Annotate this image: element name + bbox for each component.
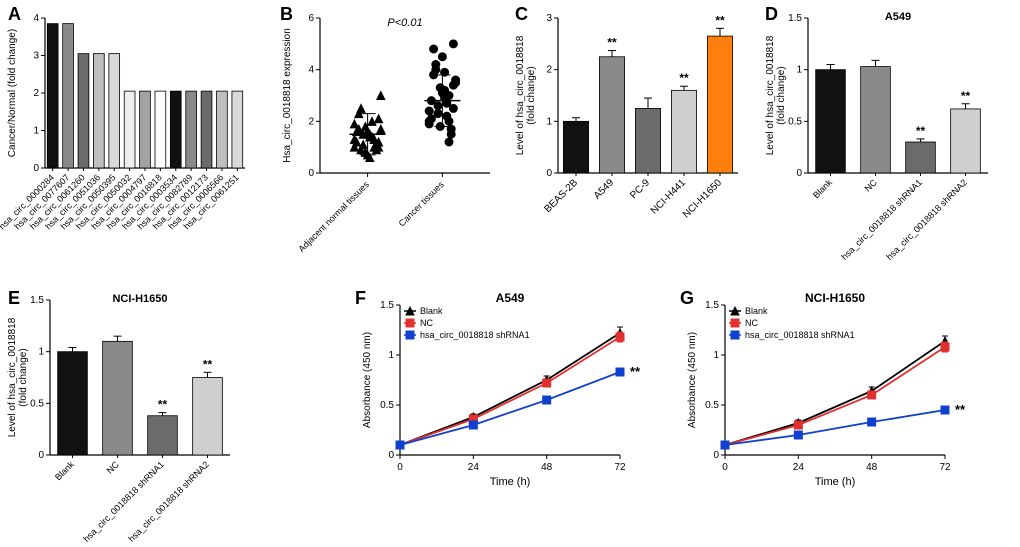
svg-text:BEAS-2B: BEAS-2B bbox=[542, 177, 580, 215]
svg-text:1: 1 bbox=[546, 116, 552, 127]
svg-text:0: 0 bbox=[33, 163, 39, 174]
svg-text:0: 0 bbox=[713, 450, 719, 461]
svg-text:hsa_circ_0018818 shRNA2: hsa_circ_0018818 shRNA2 bbox=[884, 177, 969, 262]
svg-text:B: B bbox=[280, 4, 293, 24]
svg-text:hsa_circ_0018818 shRNA1: hsa_circ_0018818 shRNA1 bbox=[81, 459, 166, 544]
svg-text:1: 1 bbox=[38, 347, 44, 358]
svg-text:NCI-H1650: NCI-H1650 bbox=[112, 293, 167, 305]
svg-text:0.5: 0.5 bbox=[380, 400, 394, 411]
svg-text:Blank: Blank bbox=[420, 306, 443, 316]
svg-text:0: 0 bbox=[722, 462, 728, 473]
svg-text:0: 0 bbox=[546, 168, 552, 179]
svg-text:2: 2 bbox=[308, 116, 314, 127]
svg-text:PC-9: PC-9 bbox=[628, 177, 652, 201]
svg-text:**: ** bbox=[630, 364, 641, 379]
svg-text:1.5: 1.5 bbox=[30, 295, 44, 306]
svg-text:24: 24 bbox=[468, 462, 480, 473]
svg-text:0: 0 bbox=[308, 168, 314, 179]
svg-text:**: ** bbox=[961, 89, 971, 103]
svg-text:**: ** bbox=[679, 71, 689, 85]
svg-text:72: 72 bbox=[614, 462, 626, 473]
svg-text:E: E bbox=[8, 288, 20, 308]
svg-text:A549: A549 bbox=[592, 177, 617, 202]
svg-text:**: ** bbox=[715, 13, 725, 27]
svg-text:Level of hsa_circ_0018818(fold: Level of hsa_circ_0018818(fold change) bbox=[7, 317, 29, 437]
svg-text:NC: NC bbox=[420, 318, 433, 328]
svg-text:0: 0 bbox=[38, 450, 44, 461]
svg-text:6: 6 bbox=[308, 13, 314, 24]
svg-text:24: 24 bbox=[793, 462, 805, 473]
svg-text:0: 0 bbox=[397, 462, 403, 473]
svg-text:3: 3 bbox=[33, 51, 39, 62]
svg-text:1.5: 1.5 bbox=[705, 300, 719, 311]
svg-text:Blank: Blank bbox=[745, 306, 768, 316]
svg-text:0.5: 0.5 bbox=[30, 398, 44, 409]
svg-text:72: 72 bbox=[939, 462, 951, 473]
svg-text:**: ** bbox=[607, 36, 617, 50]
svg-text:NC: NC bbox=[745, 318, 758, 328]
svg-text:1: 1 bbox=[388, 350, 394, 361]
svg-text:Absorbance (450 nm): Absorbance (450 nm) bbox=[687, 332, 698, 428]
svg-text:Blank: Blank bbox=[811, 177, 834, 200]
svg-text:D: D bbox=[765, 4, 778, 24]
svg-text:**: ** bbox=[955, 402, 966, 417]
svg-text:Absorbance (450 nm): Absorbance (450 nm) bbox=[362, 332, 373, 428]
svg-text:Adjacent normal tissues: Adjacent normal tissues bbox=[296, 179, 371, 254]
svg-text:0: 0 bbox=[388, 450, 394, 461]
svg-text:Level of hsa_circ_0018818(fold: Level of hsa_circ_0018818(fold change) bbox=[765, 35, 787, 155]
svg-text:4: 4 bbox=[308, 65, 314, 76]
svg-text:hsa_circ_0018818 shRNA2: hsa_circ_0018818 shRNA2 bbox=[126, 459, 211, 544]
figure-svg: A 0 1 2 3 4 Cancer/Normal (fold change) hsa_cir… bbox=[0, 0, 1020, 542]
svg-text:2: 2 bbox=[546, 65, 552, 76]
svg-text:Time (h): Time (h) bbox=[815, 476, 856, 488]
svg-text:0.5: 0.5 bbox=[788, 116, 802, 127]
svg-text:Level of hsa_circ_0018818(fold: Level of hsa_circ_0018818(fold change) bbox=[515, 35, 537, 155]
svg-text:1.5: 1.5 bbox=[380, 300, 394, 311]
svg-text:Hsa_circ_0018818 expression: Hsa_circ_0018818 expression bbox=[282, 28, 293, 163]
svg-text:hsa_circ_0018818 shRNA1: hsa_circ_0018818 shRNA1 bbox=[745, 330, 855, 340]
svg-text:A549: A549 bbox=[496, 291, 525, 305]
svg-text:1: 1 bbox=[33, 126, 39, 137]
svg-text:1.5: 1.5 bbox=[788, 13, 802, 24]
svg-text:48: 48 bbox=[541, 462, 553, 473]
svg-text:hsa_circ_0018818 shRNA1: hsa_circ_0018818 shRNA1 bbox=[420, 330, 530, 340]
svg-text:1: 1 bbox=[796, 65, 802, 76]
svg-text:Cancer tissues: Cancer tissues bbox=[397, 179, 447, 229]
svg-text:0.5: 0.5 bbox=[705, 400, 719, 411]
svg-text:0: 0 bbox=[796, 168, 802, 179]
svg-text:F: F bbox=[355, 288, 366, 308]
svg-text:hsa_circ_0018818 shRNA1: hsa_circ_0018818 shRNA1 bbox=[839, 177, 924, 262]
svg-text:Blank: Blank bbox=[53, 459, 76, 482]
svg-text:Time (h): Time (h) bbox=[490, 476, 531, 488]
svg-text:G: G bbox=[680, 288, 694, 308]
svg-text:3: 3 bbox=[546, 13, 552, 24]
svg-text:**: ** bbox=[203, 357, 213, 371]
svg-text:A: A bbox=[8, 4, 21, 24]
svg-text:NCI-H1650: NCI-H1650 bbox=[681, 177, 724, 220]
svg-text:**: ** bbox=[916, 124, 926, 138]
svg-text:**: ** bbox=[158, 398, 168, 412]
svg-text:NC: NC bbox=[863, 177, 880, 194]
svg-text:2: 2 bbox=[33, 88, 39, 99]
svg-text:Cancer/Normal (fold change): Cancer/Normal (fold change) bbox=[7, 29, 18, 157]
svg-text:4: 4 bbox=[33, 13, 39, 24]
svg-text:A549: A549 bbox=[885, 11, 911, 23]
svg-text:48: 48 bbox=[866, 462, 878, 473]
svg-text:NCI-H1650: NCI-H1650 bbox=[805, 291, 865, 305]
svg-text:C: C bbox=[515, 4, 528, 24]
figure-root: A 0 1 2 3 4 Cancer/Normal (fold change) hsa_cir… bbox=[0, 0, 1020, 542]
svg-text:NC: NC bbox=[105, 459, 122, 476]
svg-text:P<0.01: P<0.01 bbox=[387, 17, 422, 29]
svg-text:1: 1 bbox=[713, 350, 719, 361]
